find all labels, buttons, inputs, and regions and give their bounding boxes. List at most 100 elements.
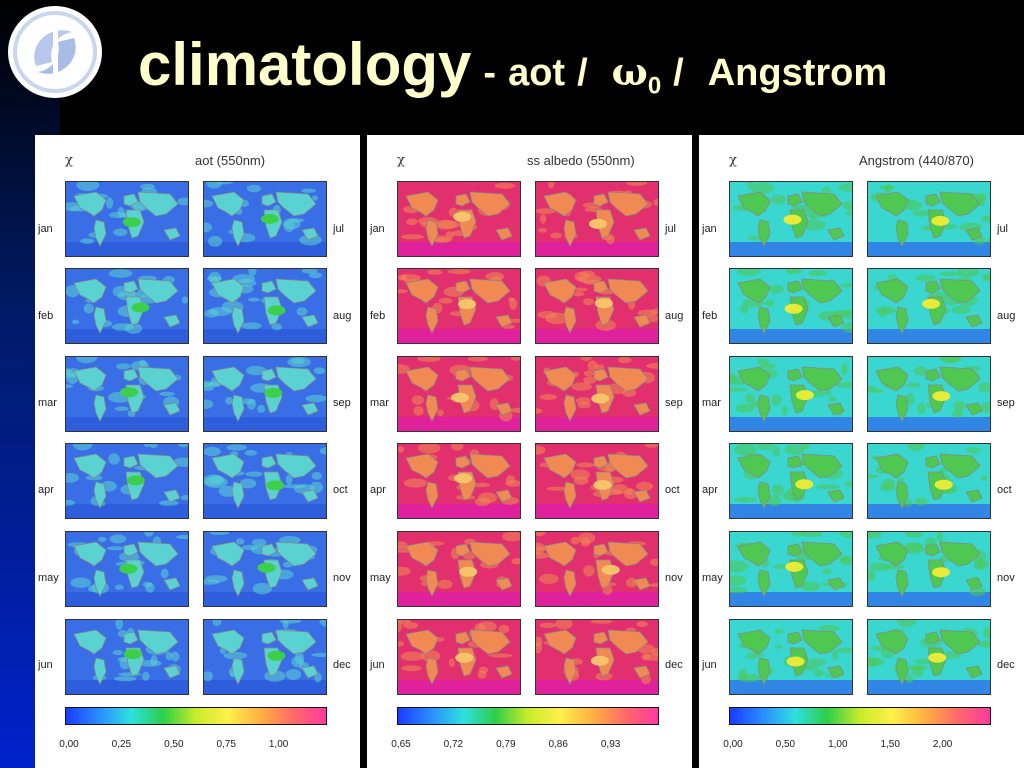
continent [163, 577, 181, 591]
continent [425, 219, 439, 247]
continent [801, 541, 843, 567]
month-map [397, 443, 521, 519]
month-label-left: feb [370, 310, 386, 322]
continent [301, 314, 319, 328]
field-patch [938, 271, 962, 276]
world-map [730, 444, 852, 518]
world-map [398, 620, 520, 694]
field-patch [437, 409, 444, 417]
southern-ocean-band [868, 680, 990, 694]
continent [633, 489, 651, 503]
world-map [66, 532, 188, 606]
field-patch [737, 269, 761, 277]
continent [425, 569, 439, 597]
continent [163, 314, 181, 328]
field-patch [643, 653, 658, 661]
field-patch [107, 546, 124, 551]
hotspot [786, 656, 805, 667]
field-patch [868, 474, 879, 479]
field-patch [730, 372, 736, 383]
continent [93, 657, 107, 685]
continent [737, 629, 771, 655]
month-label-left: apr [702, 484, 718, 496]
panel-aot: χ aot (550nm) jan feb mar apr may jun ju… [35, 135, 360, 768]
continent [895, 657, 909, 685]
continent [757, 394, 771, 422]
continent [939, 191, 981, 217]
world-map [66, 357, 188, 431]
field-patch [842, 200, 852, 210]
month-label-right: oct [665, 484, 680, 496]
field-patch [841, 322, 852, 333]
southern-ocean-band [730, 592, 852, 606]
continent [73, 191, 107, 217]
field-patch [282, 218, 301, 230]
month-label-left: mar [702, 397, 721, 409]
continent [965, 665, 983, 679]
hotspot [591, 393, 610, 404]
southern-ocean-band [536, 329, 658, 343]
field-patch [309, 272, 323, 279]
hotspot [260, 213, 279, 224]
field-patch [953, 400, 966, 412]
field-patch [828, 396, 836, 403]
hotspot [458, 299, 477, 310]
field-patch [413, 406, 424, 416]
continent [275, 629, 317, 655]
field-patch [636, 481, 654, 491]
title-slash-1: / [577, 52, 588, 94]
month-map [65, 443, 189, 519]
field-patch [311, 652, 326, 657]
month-map [867, 619, 991, 695]
field-patch [595, 672, 613, 681]
world-map [730, 357, 852, 431]
field-patch [431, 237, 451, 243]
field-patch [66, 473, 79, 483]
world-map [868, 269, 990, 343]
southern-ocean-band [398, 329, 520, 343]
continent [469, 278, 511, 304]
southern-ocean-band [536, 242, 658, 256]
field-patch [536, 642, 543, 654]
field-patch [914, 497, 928, 506]
field-patch [730, 560, 749, 573]
field-patch [398, 620, 411, 624]
field-patch [241, 544, 259, 550]
continent [607, 278, 649, 304]
field-patch [868, 656, 879, 667]
field-patch [159, 391, 175, 397]
field-patch [536, 552, 550, 559]
world-map [398, 532, 520, 606]
continent [93, 569, 107, 597]
field-patch [539, 394, 557, 400]
hotspot [257, 562, 276, 573]
continent [939, 453, 981, 479]
slide-title: climatology - aot / ω0 / Angstrom [138, 30, 887, 120]
month-map [203, 531, 327, 607]
southern-ocean-band [66, 592, 188, 606]
field-patch [536, 208, 556, 214]
month-label-left: feb [38, 310, 54, 322]
field-patch [411, 395, 424, 405]
month-label-right: jul [997, 223, 1009, 235]
field-patch [299, 234, 322, 246]
field-patch [472, 482, 490, 488]
southern-ocean-band [204, 592, 326, 606]
southern-ocean-band [204, 680, 326, 694]
month-label-right: aug [997, 310, 1016, 322]
southern-ocean-band [204, 329, 326, 343]
field-patch [287, 357, 311, 368]
continent [875, 191, 909, 217]
month-label-left: jun [38, 659, 53, 671]
continent [231, 569, 245, 597]
continent [925, 368, 941, 382]
field-patch [583, 370, 595, 377]
field-patch [936, 532, 944, 543]
month-map [867, 268, 991, 344]
continent [73, 453, 107, 479]
field-patch [311, 195, 319, 201]
continent [469, 366, 511, 392]
southern-ocean-band [66, 504, 188, 518]
continent [261, 543, 277, 557]
month-map [729, 443, 853, 519]
